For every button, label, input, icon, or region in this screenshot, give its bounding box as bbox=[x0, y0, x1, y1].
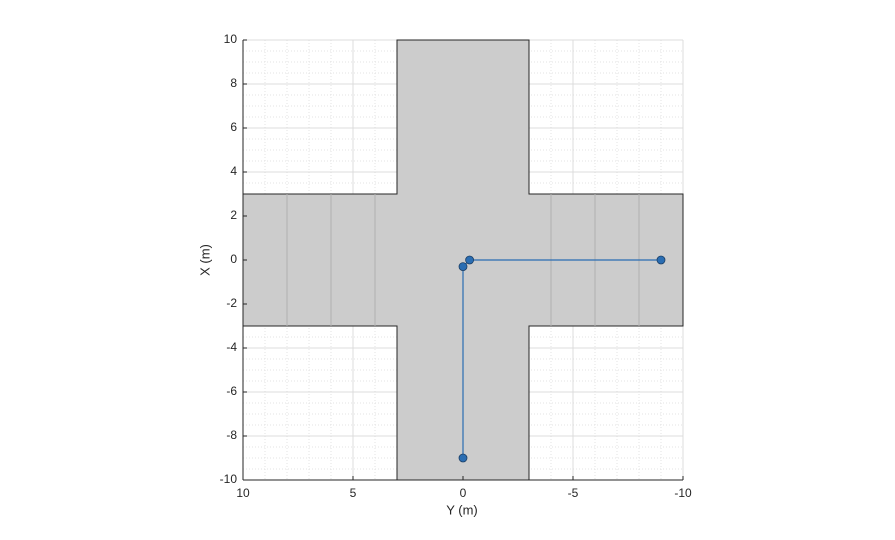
y-tick-label: -2 bbox=[226, 296, 237, 310]
y-axis-label: X (m) bbox=[197, 244, 212, 276]
y-tick-label: 10 bbox=[224, 32, 238, 46]
y-tick-label: 8 bbox=[230, 76, 237, 90]
road bbox=[242, 39, 684, 481]
y-tick-label: -10 bbox=[220, 472, 238, 486]
y-tick-label: 6 bbox=[230, 120, 237, 134]
x-tick-label: -10 bbox=[674, 486, 692, 500]
x-tick-label: -5 bbox=[568, 486, 579, 500]
trajectory bbox=[462, 259, 661, 458]
x-tick-label: 0 bbox=[460, 486, 467, 500]
waypoint bbox=[465, 255, 475, 265]
waypoint bbox=[458, 262, 468, 272]
y-tick-label: -8 bbox=[226, 428, 237, 442]
x-tick-label: 5 bbox=[350, 486, 357, 500]
x-axis-label: Y (m) bbox=[446, 502, 478, 517]
y-tick-label: -4 bbox=[226, 340, 237, 354]
y-tick-label: 2 bbox=[230, 208, 237, 222]
x-tick-label: 10 bbox=[236, 486, 250, 500]
waypoint bbox=[458, 453, 468, 463]
marks bbox=[458, 255, 666, 463]
y-tick-label: 4 bbox=[230, 164, 237, 178]
y-tick-label: 0 bbox=[230, 252, 237, 266]
waypoint bbox=[656, 255, 666, 265]
y-tick-label: -6 bbox=[226, 384, 237, 398]
